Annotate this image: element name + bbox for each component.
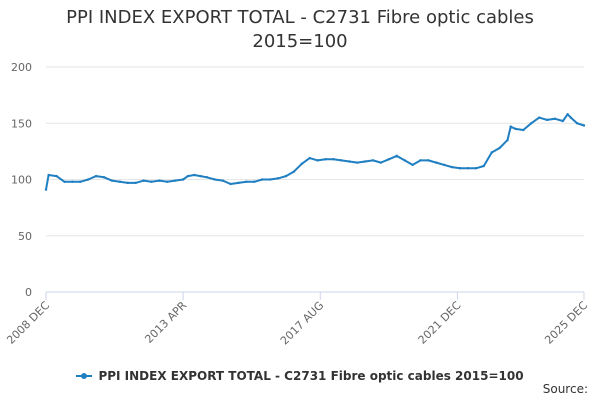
data-point bbox=[387, 158, 391, 161]
data-point bbox=[395, 154, 398, 158]
x-axis: 2008 DEC 2013 APR 2017 AUG 2021 DEC 2025 DEC bbox=[4, 291, 590, 348]
data-point bbox=[514, 127, 517, 131]
data-point bbox=[474, 167, 478, 170]
data-point bbox=[340, 159, 343, 162]
data-point bbox=[126, 181, 129, 185]
data-point bbox=[316, 159, 319, 162]
legend[interactable]: PPI INDEX EXPORT TOTAL - C2731 Fibre opt… bbox=[0, 366, 600, 383]
data-point bbox=[403, 159, 406, 162]
data-point bbox=[371, 159, 375, 162]
data-point bbox=[181, 178, 185, 181]
data-point bbox=[537, 116, 541, 119]
y-tick-label: 200 bbox=[11, 61, 32, 74]
data-point bbox=[237, 181, 240, 185]
x-tick-label: 2021 DEC bbox=[416, 299, 464, 347]
data-point bbox=[450, 165, 454, 169]
data-point bbox=[110, 179, 114, 182]
data-point bbox=[79, 180, 82, 183]
data-point bbox=[205, 176, 209, 179]
data-point bbox=[245, 180, 248, 183]
series-group bbox=[44, 113, 586, 191]
data-point bbox=[166, 180, 169, 183]
x-tick-label: 2013 APR bbox=[142, 299, 189, 346]
data-point bbox=[575, 122, 579, 125]
x-tick-label: 2025 DEC bbox=[542, 299, 590, 347]
x-tick-label: 2017 AUG bbox=[278, 299, 327, 348]
data-point bbox=[292, 170, 296, 173]
data-point bbox=[530, 122, 533, 125]
data-point bbox=[419, 159, 422, 162]
data-point bbox=[509, 125, 512, 128]
legend-item[interactable]: PPI INDEX EXPORT TOTAL - C2731 Fibre opt… bbox=[76, 369, 524, 383]
data-point bbox=[300, 162, 304, 165]
data-point bbox=[482, 164, 485, 168]
y-tick-label: 0 bbox=[25, 286, 32, 299]
data-point bbox=[458, 167, 462, 170]
y-tick-label: 150 bbox=[11, 117, 32, 130]
legend-swatch-icon bbox=[76, 373, 93, 379]
data-point bbox=[174, 179, 177, 182]
data-point bbox=[561, 119, 565, 123]
data-point bbox=[284, 174, 288, 178]
data-point bbox=[55, 174, 58, 178]
data-point bbox=[276, 177, 280, 180]
data-point bbox=[213, 178, 216, 181]
data-point bbox=[268, 178, 272, 181]
data-point bbox=[427, 159, 430, 162]
data-point bbox=[94, 174, 98, 178]
data-point bbox=[308, 156, 311, 160]
data-point bbox=[199, 174, 202, 178]
data-point bbox=[348, 160, 351, 163]
data-point bbox=[134, 181, 137, 185]
data-point bbox=[47, 173, 50, 177]
y-axis: 0 50 100 150 200 bbox=[11, 61, 32, 299]
chart-title: PPI INDEX EXPORT TOTAL - C2731 Fibre opt… bbox=[0, 6, 600, 54]
legend-label: PPI INDEX EXPORT TOTAL - C2731 Fibre opt… bbox=[98, 369, 524, 383]
data-point bbox=[582, 124, 586, 127]
data-point bbox=[193, 173, 196, 177]
data-point bbox=[490, 151, 493, 154]
data-point bbox=[569, 116, 573, 119]
data-point bbox=[363, 160, 367, 163]
data-point bbox=[553, 117, 557, 120]
data-point bbox=[44, 188, 48, 191]
data-point bbox=[379, 161, 383, 164]
data-point bbox=[186, 174, 190, 178]
data-point bbox=[142, 179, 145, 182]
data-point bbox=[332, 158, 335, 161]
data-point bbox=[498, 146, 501, 150]
source-label: Source: bbox=[542, 382, 588, 396]
data-point bbox=[466, 167, 470, 170]
data-point bbox=[545, 118, 549, 122]
data-point bbox=[566, 113, 569, 116]
data-point bbox=[63, 180, 66, 183]
data-point bbox=[229, 182, 232, 186]
data-point bbox=[411, 163, 414, 167]
data-point bbox=[435, 161, 438, 164]
data-point bbox=[150, 180, 153, 183]
data-point bbox=[522, 128, 525, 132]
data-point bbox=[71, 180, 74, 183]
data-point bbox=[443, 163, 446, 167]
data-point bbox=[355, 161, 359, 164]
data-point bbox=[221, 179, 224, 182]
data-point bbox=[261, 178, 264, 181]
data-point bbox=[506, 138, 509, 142]
data-point bbox=[158, 179, 161, 182]
chart-title-line1: PPI INDEX EXPORT TOTAL - C2731 Fibre opt… bbox=[66, 7, 534, 28]
y-tick-label: 50 bbox=[18, 230, 32, 243]
chart-title-line2: 2015=100 bbox=[252, 31, 348, 52]
series-line bbox=[45, 113, 585, 191]
data-point bbox=[102, 176, 106, 179]
data-point bbox=[86, 178, 90, 181]
x-tick-label: 2008 DEC bbox=[4, 299, 52, 347]
y-tick-label: 100 bbox=[11, 174, 32, 187]
data-point bbox=[324, 158, 327, 161]
data-point bbox=[118, 180, 122, 183]
data-point bbox=[253, 180, 256, 183]
grid-lines bbox=[46, 66, 584, 293]
